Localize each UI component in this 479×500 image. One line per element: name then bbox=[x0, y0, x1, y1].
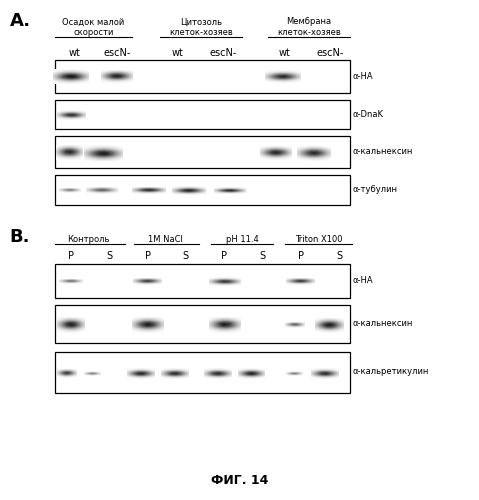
Text: Мембрана
клеток-хозяев: Мембрана клеток-хозяев bbox=[277, 18, 341, 37]
Text: Осадок малой
скорости: Осадок малой скорости bbox=[62, 18, 125, 37]
Text: S: S bbox=[106, 251, 112, 261]
Bar bbox=[55, 60, 350, 92]
Bar bbox=[55, 136, 350, 168]
Text: α-кальретикулин: α-кальретикулин bbox=[352, 368, 428, 376]
Text: S: S bbox=[260, 251, 265, 261]
Bar bbox=[55, 264, 350, 298]
Text: S: S bbox=[183, 251, 189, 261]
Bar bbox=[55, 100, 350, 129]
Text: α-кальнексин: α-кальнексин bbox=[352, 148, 412, 156]
Text: A.: A. bbox=[10, 12, 31, 30]
Text: Triton X100: Triton X100 bbox=[295, 235, 342, 244]
Text: B.: B. bbox=[10, 228, 30, 246]
Text: Контроль: Контроль bbox=[68, 235, 110, 244]
Text: escN-: escN- bbox=[103, 48, 131, 58]
Text: wt: wt bbox=[171, 48, 183, 58]
Text: α-тубулин: α-тубулин bbox=[352, 186, 397, 194]
Text: escN-: escN- bbox=[317, 48, 344, 58]
Text: escN-: escN- bbox=[209, 48, 237, 58]
Text: P: P bbox=[221, 251, 227, 261]
Text: α-HA: α-HA bbox=[352, 276, 373, 285]
Bar bbox=[55, 305, 350, 343]
Text: P: P bbox=[145, 251, 150, 261]
Text: P: P bbox=[298, 251, 304, 261]
Text: 1M NaCl: 1M NaCl bbox=[148, 235, 182, 244]
Text: α-кальнексин: α-кальнексин bbox=[352, 320, 412, 328]
Text: Цитозоль
клеток-хозяев: Цитозоль клеток-хозяев bbox=[169, 18, 233, 37]
Bar bbox=[55, 175, 350, 205]
Text: α-HA: α-HA bbox=[352, 72, 373, 81]
Text: wt: wt bbox=[279, 48, 291, 58]
Text: ФИГ. 14: ФИГ. 14 bbox=[211, 474, 268, 488]
Text: P: P bbox=[68, 251, 74, 261]
Text: wt: wt bbox=[68, 48, 80, 58]
Bar bbox=[55, 352, 350, 393]
Text: α-DnaK: α-DnaK bbox=[352, 110, 383, 119]
Text: S: S bbox=[336, 251, 342, 261]
Text: pH 11.4: pH 11.4 bbox=[226, 235, 258, 244]
